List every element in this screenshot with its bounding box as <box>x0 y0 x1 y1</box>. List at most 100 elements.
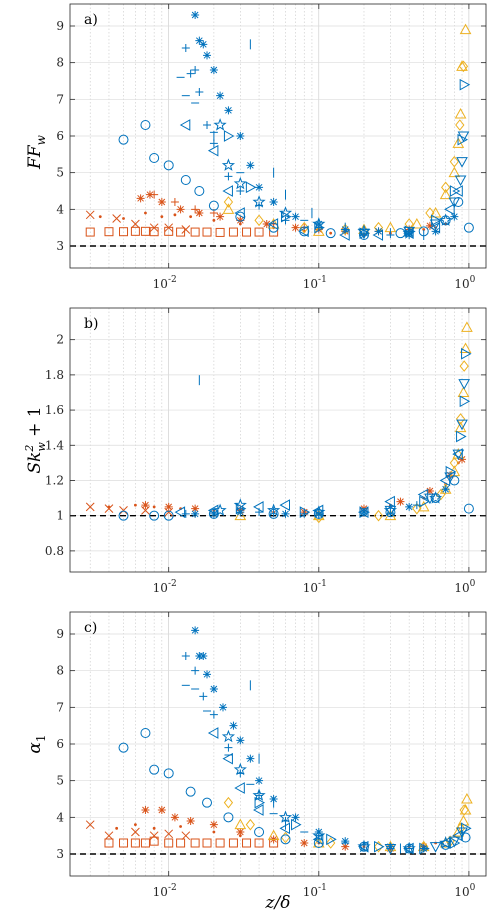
data-point <box>326 833 337 846</box>
data-point <box>119 506 128 515</box>
data-point <box>208 200 219 211</box>
data-point <box>119 838 129 848</box>
data-point <box>312 505 326 518</box>
panel-c: 3 4 5 6 7 8 9 10-2 10-1 100 c) α1 z/δ <box>25 611 487 913</box>
data-point <box>279 499 290 511</box>
data-point <box>85 210 95 220</box>
data-point <box>359 508 368 517</box>
data-point <box>402 226 416 239</box>
data-point <box>233 176 247 190</box>
data-point <box>234 782 245 794</box>
data-point <box>457 386 470 397</box>
data-point <box>199 40 208 49</box>
data-point <box>118 134 129 145</box>
data-point <box>384 509 397 521</box>
data-point <box>236 132 245 140</box>
y-tick-label: 3 <box>56 847 64 861</box>
data-point <box>209 66 218 74</box>
data-point <box>463 222 474 233</box>
data-point <box>449 155 459 168</box>
data-point <box>459 342 472 353</box>
y-tick-label: 1 <box>56 509 64 523</box>
data-point <box>228 227 238 237</box>
data-point <box>291 813 300 822</box>
data-point <box>157 806 166 814</box>
data-point <box>455 119 465 131</box>
data-point <box>234 818 247 830</box>
data-point <box>281 216 290 225</box>
data-point <box>104 831 114 841</box>
data-point <box>190 838 200 848</box>
y-tick-label: 0.8 <box>45 544 64 558</box>
data-point <box>280 834 291 845</box>
data-point <box>254 227 264 237</box>
data-point <box>170 198 179 206</box>
data-point <box>384 495 395 508</box>
data-point <box>199 692 208 701</box>
y-tick-label: 4 <box>56 810 64 824</box>
data-point <box>278 206 293 219</box>
data-point <box>454 107 467 119</box>
data-point <box>104 227 114 237</box>
data-point <box>449 185 461 197</box>
data-point <box>459 360 469 372</box>
data-point <box>255 508 264 517</box>
data-point <box>267 218 279 230</box>
data-point <box>419 495 430 508</box>
axes-c: 3 4 5 6 7 8 9 10-2 10-1 100 <box>56 611 487 899</box>
data-point <box>202 227 212 237</box>
y-tick-label: 7 <box>56 700 64 714</box>
data-point <box>224 172 233 181</box>
data-point <box>255 183 264 192</box>
data-point <box>439 188 452 200</box>
data-point <box>312 833 324 846</box>
ylabel-c: α1 <box>25 734 48 753</box>
ylabel-b-sub: w <box>35 442 48 452</box>
data-point <box>455 413 466 425</box>
data-point <box>131 827 140 837</box>
data-point <box>245 818 256 831</box>
data-point <box>436 488 446 501</box>
data-point <box>267 829 280 841</box>
data-point <box>252 788 266 801</box>
ylabel-c-main: α <box>25 742 45 754</box>
data-point <box>229 721 238 730</box>
y-tick-label: 4 <box>56 202 64 216</box>
data-point <box>298 225 309 238</box>
data-point <box>234 207 245 219</box>
data-point <box>134 823 137 827</box>
data-point <box>222 185 233 197</box>
ylabel-b: Sk2w + 1 <box>23 406 48 473</box>
data-point <box>291 212 300 221</box>
data-point <box>221 729 236 743</box>
data-point <box>149 764 160 775</box>
data-point <box>203 121 212 129</box>
data-point <box>383 503 398 517</box>
data-point <box>456 430 467 443</box>
panel-a: 3 4 5 6 7 8 9 10-2 10-1 100 a) FFw <box>25 3 487 291</box>
data-point <box>199 652 208 660</box>
data-point <box>157 198 166 206</box>
grid-b <box>70 308 486 572</box>
markers-a <box>85 11 474 241</box>
data-point <box>149 510 160 521</box>
data-point <box>236 508 245 517</box>
data-point <box>224 106 233 115</box>
data-point <box>209 508 218 517</box>
data-point <box>450 212 459 221</box>
panel-tag-a: a) <box>84 12 98 28</box>
data-point <box>267 503 281 517</box>
data-point <box>431 227 440 236</box>
data-point <box>459 804 469 816</box>
data-point <box>160 215 164 219</box>
data-point <box>254 214 264 227</box>
data-point <box>252 195 266 208</box>
data-point <box>236 187 245 195</box>
data-point <box>457 814 470 826</box>
data-point <box>459 23 472 35</box>
data-point <box>191 666 200 675</box>
data-point <box>189 215 193 219</box>
data-point <box>152 826 156 830</box>
data-point <box>202 797 213 808</box>
ylabel-a-main: FF <box>25 144 45 170</box>
